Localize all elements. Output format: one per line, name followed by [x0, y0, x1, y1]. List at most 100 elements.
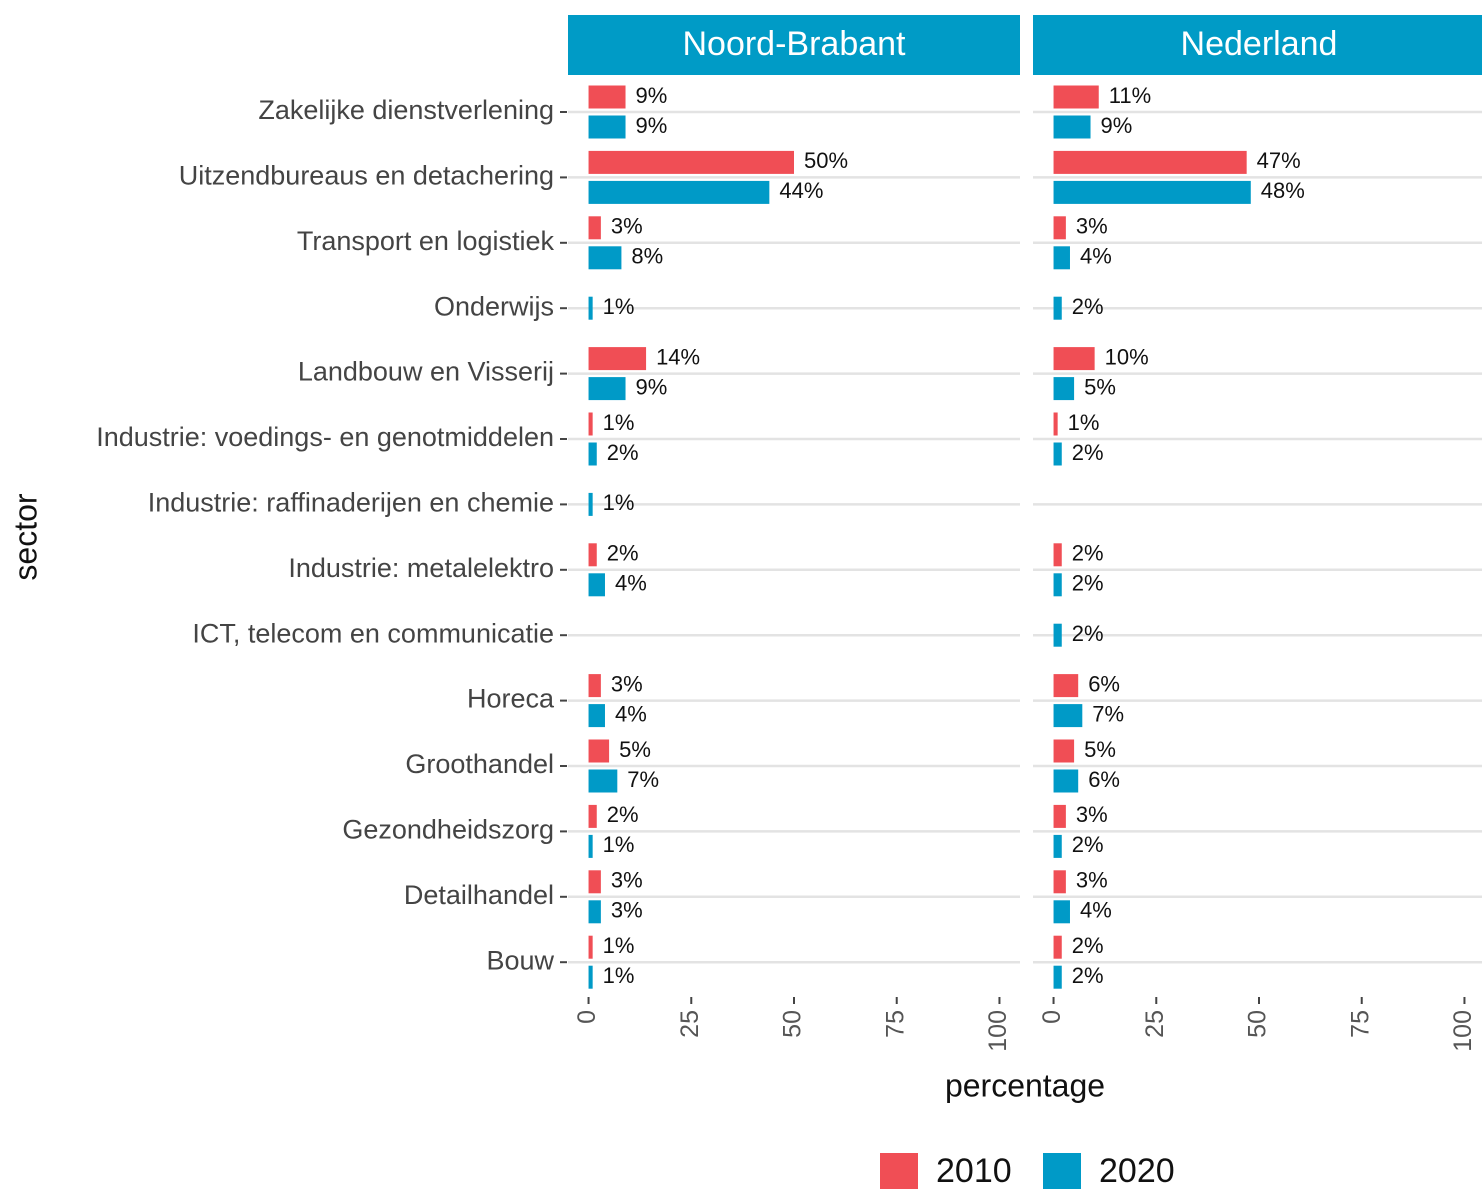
value-label: 1%	[603, 490, 635, 515]
bar	[588, 377, 626, 401]
y-tick-label: ICT, telecom en communicatie	[192, 618, 554, 648]
bar	[588, 180, 770, 204]
bar	[588, 543, 597, 567]
bar	[1053, 965, 1062, 989]
y-tick-label: Landbouw en Visserij	[298, 357, 554, 387]
bar	[1053, 739, 1075, 763]
value-label: 3%	[611, 868, 643, 893]
value-label: 3%	[1076, 802, 1108, 827]
value-label: 2%	[1072, 294, 1104, 319]
legend-label: 2020	[1099, 1152, 1175, 1189]
value-label: 2%	[607, 802, 639, 827]
bar	[1053, 216, 1066, 240]
value-label: 9%	[1101, 113, 1133, 138]
legend-label: 2010	[936, 1152, 1012, 1189]
bar	[1053, 935, 1062, 959]
value-label: 10%	[1105, 344, 1149, 369]
x-tick-label: 25	[1141, 1010, 1169, 1038]
value-label: 14%	[656, 344, 700, 369]
bar	[588, 347, 647, 371]
value-label: 4%	[1080, 244, 1112, 269]
value-label: 9%	[636, 113, 668, 138]
bar	[588, 492, 593, 516]
legend-swatch	[1043, 1153, 1081, 1189]
y-tick-label: Bouw	[486, 945, 554, 975]
x-axis-title: percentage	[945, 1067, 1105, 1103]
value-label: 3%	[611, 214, 643, 239]
bar	[588, 704, 605, 728]
y-tick-label: Onderwijs	[434, 291, 554, 321]
value-label: 50%	[804, 148, 848, 173]
bar	[588, 216, 601, 240]
value-label: 7%	[1092, 701, 1124, 726]
value-label: 44%	[779, 178, 823, 203]
value-label: 2%	[1072, 963, 1104, 988]
value-label: 2%	[607, 440, 639, 465]
y-tick-label: Transport en logistiek	[297, 226, 555, 256]
facet-label: Noord-Brabant	[682, 25, 906, 63]
y-tick-label: Industrie: metalelektro	[288, 553, 554, 583]
value-label: 6%	[1088, 767, 1120, 792]
bar	[1053, 704, 1083, 728]
value-label: 1%	[603, 933, 635, 958]
value-label: 1%	[603, 963, 635, 988]
value-label: 7%	[627, 767, 659, 792]
bar	[1053, 85, 1099, 109]
x-tick-label: 50	[1244, 1010, 1272, 1038]
bar	[588, 442, 597, 466]
value-label: 2%	[607, 541, 639, 566]
value-label: 48%	[1261, 178, 1305, 203]
bar	[588, 804, 597, 828]
bar	[1053, 674, 1079, 698]
bar	[588, 412, 593, 436]
facet-strip	[1033, 15, 1482, 75]
value-label: 5%	[1084, 374, 1116, 399]
bar	[1053, 804, 1066, 828]
y-tick-label: Detailhandel	[404, 880, 554, 910]
value-label: 2%	[1072, 541, 1104, 566]
facet-label: Nederland	[1181, 25, 1338, 63]
x-tick-label: 0	[1038, 1010, 1066, 1024]
value-label: 3%	[611, 671, 643, 696]
value-label: 11%	[1109, 83, 1151, 108]
value-label: 4%	[1080, 898, 1112, 923]
y-axis-title: sector	[7, 493, 43, 580]
bar	[1053, 769, 1079, 793]
x-tick-label: 100	[1449, 1010, 1477, 1052]
bar	[588, 965, 593, 989]
x-tick-label: 0	[573, 1010, 601, 1024]
bar	[1053, 900, 1070, 924]
y-tick-label: Industrie: raffinaderijen en chemie	[148, 488, 554, 518]
bar	[1053, 442, 1062, 466]
bar	[1053, 115, 1091, 139]
value-label: 2%	[1072, 933, 1104, 958]
bar	[1053, 347, 1095, 371]
value-label: 5%	[1084, 737, 1116, 762]
bar	[588, 900, 601, 924]
facet-strip	[568, 15, 1020, 75]
x-tick-label: 75	[881, 1010, 909, 1038]
value-label: 3%	[1076, 214, 1108, 239]
y-tick-label: Groothandel	[405, 749, 554, 779]
bar	[1053, 543, 1062, 567]
value-label: 2%	[1072, 571, 1104, 596]
y-tick-label: Zakelijke dienstverlening	[258, 95, 554, 125]
bar	[588, 573, 605, 597]
bar	[1053, 180, 1251, 204]
value-label: 47%	[1257, 148, 1301, 173]
value-label: 4%	[615, 701, 647, 726]
bar	[588, 674, 601, 698]
x-tick-label: 100	[984, 1010, 1012, 1052]
bar	[588, 870, 601, 894]
y-tick-label: Uitzendbureaus en detachering	[179, 161, 554, 191]
bar	[588, 246, 622, 270]
x-tick-label: 50	[779, 1010, 807, 1038]
bar	[588, 115, 626, 139]
bar	[588, 739, 610, 763]
x-tick-label: 25	[676, 1010, 704, 1038]
y-tick-label: Gezondheidszorg	[342, 815, 554, 845]
value-label: 9%	[636, 83, 668, 108]
bar	[588, 769, 618, 793]
x-tick-label: 75	[1346, 1010, 1374, 1038]
